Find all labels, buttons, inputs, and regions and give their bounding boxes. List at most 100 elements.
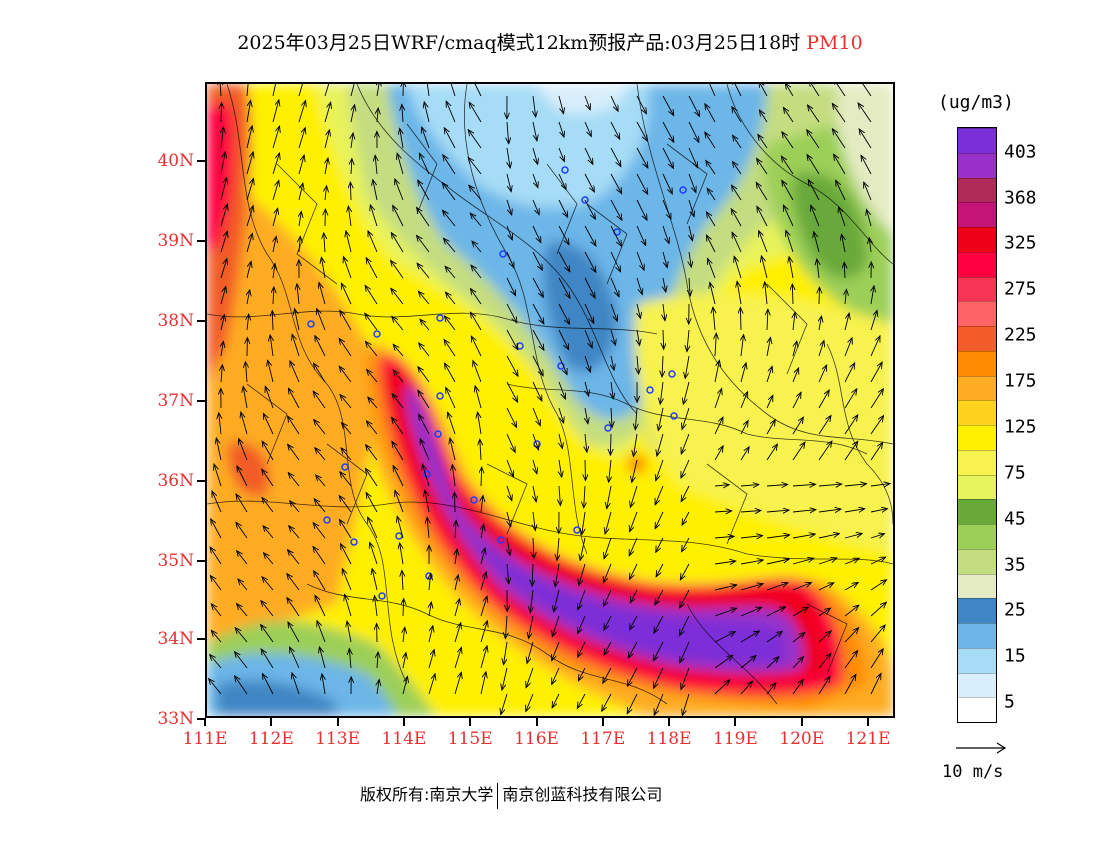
- wind-arrow: [637, 355, 639, 374]
- wind-arrow: [287, 574, 300, 591]
- wind-arrow: [428, 674, 435, 695]
- wind-arrow: [766, 683, 776, 695]
- wind-arrow: [339, 520, 352, 539]
- wind-arrow: [765, 282, 767, 305]
- copyright-divider: [497, 782, 499, 809]
- wind-arrow: [298, 155, 304, 175]
- wind-arrow: [628, 641, 638, 658]
- legend-label: 275: [1004, 278, 1037, 300]
- wind-arrow: [324, 233, 325, 253]
- chart-title: 2025年03月25日WRF/cmaq模式12km预报产品:03月25日18时 P…: [0, 28, 1100, 55]
- lat-label: 33N: [157, 709, 194, 729]
- wind-arrow: [297, 284, 299, 305]
- wind-arrow: [705, 132, 716, 149]
- wind-arrow: [417, 208, 430, 227]
- wind-arrow: [211, 604, 222, 617]
- wind-arrow: [610, 225, 622, 246]
- wind-arrow: [740, 511, 761, 513]
- wind-arrow: [688, 121, 699, 142]
- wind-arrow: [220, 287, 226, 305]
- wind-arrow: [272, 100, 279, 123]
- wind-vectors: [209, 84, 890, 715]
- wind-arrow: [272, 84, 277, 97]
- wind-arrow: [836, 180, 846, 201]
- wind-arrow: [604, 537, 612, 559]
- wind-arrow: [714, 561, 736, 564]
- wind-arrow: [532, 563, 533, 586]
- wind-arrow: [636, 199, 647, 220]
- wind-arrow: [611, 381, 613, 399]
- lon-tick: [535, 718, 538, 726]
- wind-arrow: [683, 381, 690, 404]
- wind-arrow: [653, 641, 664, 661]
- wind-arrow: [844, 262, 845, 279]
- wind-arrow: [527, 641, 534, 663]
- wind-arrow: [444, 316, 456, 331]
- wind-arrow: [558, 121, 564, 137]
- wind-arrow: [610, 277, 619, 297]
- wind-arrow: [417, 263, 430, 279]
- wind-arrow: [529, 615, 534, 639]
- wind-arrow: [428, 626, 433, 643]
- wind-arrow: [455, 549, 457, 565]
- wind-arrow: [210, 576, 222, 591]
- wind-arrow: [558, 147, 564, 162]
- wind-arrow: [789, 257, 794, 279]
- wind-arrow: [506, 173, 511, 192]
- wind-arrow: [324, 84, 330, 97]
- wind-arrow: [314, 499, 326, 513]
- wind-arrow: [429, 574, 431, 591]
- wind-arrow: [403, 627, 405, 643]
- wind-arrow: [351, 159, 352, 175]
- wind-arrow: [532, 329, 544, 350]
- wind-arrow: [732, 232, 742, 253]
- wind-arrow: [263, 413, 274, 435]
- wind-arrow: [584, 121, 591, 137]
- lat-tick: [197, 718, 205, 720]
- wind-arrow: [469, 185, 482, 201]
- wind-arrow: [241, 412, 248, 435]
- wind-arrow: [507, 121, 509, 144]
- wind-arrow: [662, 251, 667, 268]
- lon-tick: [336, 718, 339, 726]
- wind-arrow: [288, 388, 300, 409]
- wind-arrow: [532, 199, 539, 215]
- legend-color-swatch: [958, 573, 996, 599]
- lat-tick: [197, 400, 205, 402]
- wind-arrow: [864, 182, 872, 201]
- wind-arrow: [340, 395, 352, 409]
- wind-arrow: [506, 381, 518, 402]
- wind-arrow: [637, 329, 640, 346]
- wind-arrow: [557, 537, 559, 560]
- wind-arrow: [792, 607, 808, 617]
- wind-arrow: [480, 646, 487, 669]
- legend-label: 403: [1004, 141, 1037, 163]
- wind-arrow: [425, 490, 430, 513]
- wind-arrow: [221, 103, 222, 123]
- wind-arrow: [373, 180, 378, 201]
- wind-arrow: [681, 459, 690, 478]
- wind-arrow: [781, 156, 794, 175]
- wind-arrow: [238, 579, 248, 591]
- wind-arrow: [578, 589, 586, 610]
- wind-arrow: [766, 535, 790, 538]
- wind-arrow: [732, 84, 742, 97]
- wind-arrow: [368, 517, 378, 539]
- wind-arrow: [317, 621, 326, 643]
- wind-arrow: [766, 631, 782, 643]
- wind-arrow: [655, 589, 664, 605]
- legend-label: 15: [1004, 645, 1026, 667]
- wind-arrow: [455, 492, 456, 513]
- wind-arrow: [246, 233, 252, 253]
- wind-arrow: [654, 615, 664, 633]
- wind-arrow: [235, 628, 248, 643]
- wind-arrow: [870, 580, 887, 591]
- wind-arrow: [343, 257, 352, 279]
- wind-arrow: [844, 583, 858, 591]
- wind-arrow: [340, 472, 352, 487]
- lat-tick: [197, 638, 205, 640]
- wind-arrow: [858, 103, 872, 123]
- wind-arrow: [870, 389, 883, 409]
- wind-arrow: [314, 571, 326, 591]
- wind-arrow: [419, 414, 430, 435]
